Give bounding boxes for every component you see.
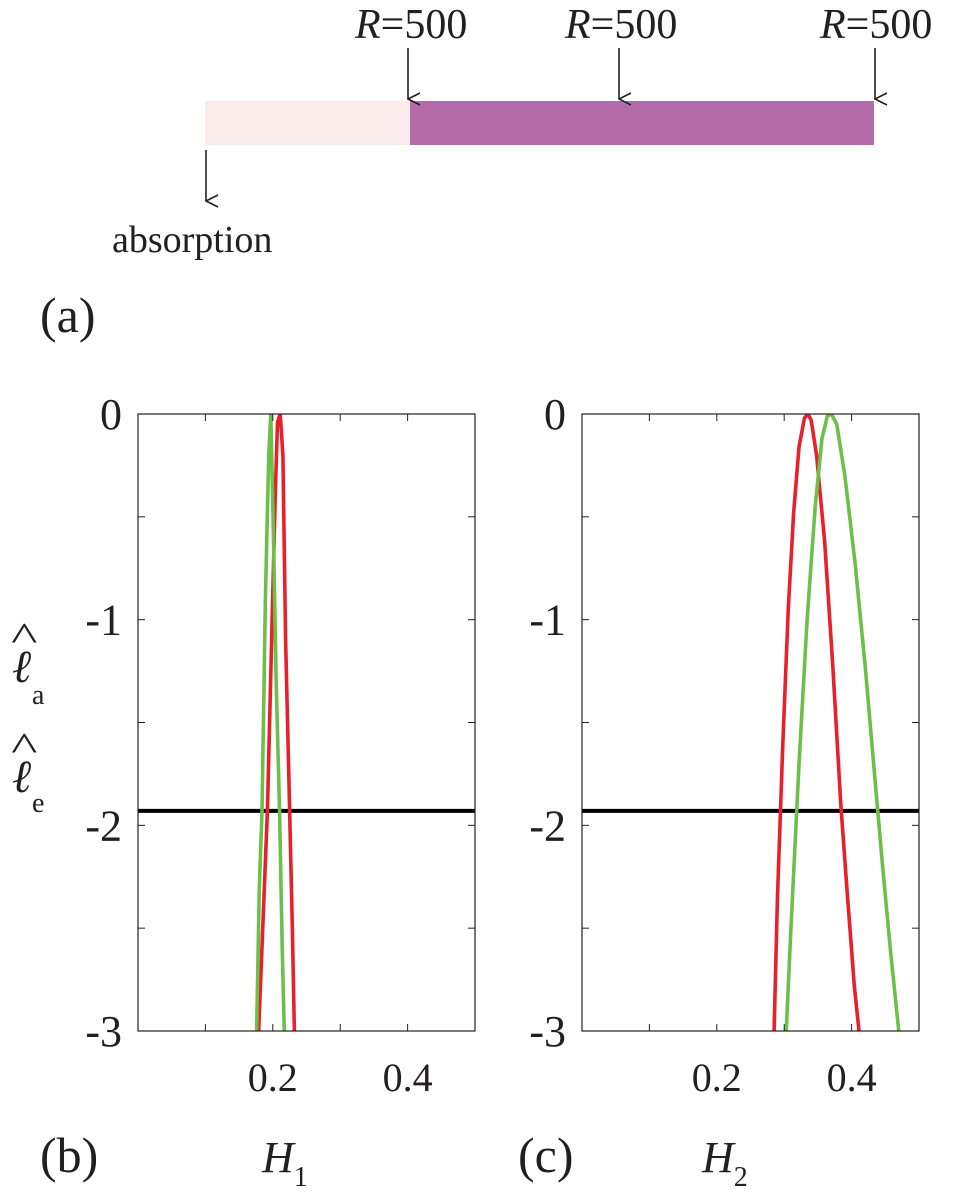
chart-b-panel-label: (b)	[40, 1127, 98, 1183]
chart-b: 0.2 0.4 0 -1 -2 -3 (b) H1	[40, 390, 476, 1193]
y-label-hat-e: ^	[11, 725, 37, 769]
chart-c-y-tick-label: 0	[544, 390, 566, 439]
chart-c-xlabel: H2	[701, 1133, 748, 1193]
r-label-3: R=500	[819, 2, 932, 48]
chart-c-plot-area	[582, 414, 919, 1031]
chart-b-series-1	[254, 414, 287, 1031]
chart-c-y-tick-label: -3	[529, 1007, 566, 1056]
chart-b-y-tick-label: -3	[85, 1007, 122, 1056]
y-label-sub-e: e	[32, 788, 44, 819]
y-axis-label: ^ ℓ a ^ ℓ e	[11, 615, 45, 819]
chart-b-y-tick-label: -2	[85, 801, 122, 850]
r-label-2: R=500	[564, 2, 677, 48]
chart-b-x-tick-label: 0.4	[383, 1055, 433, 1100]
y-label-ell-a: ℓ	[12, 641, 32, 692]
y-label-hat-a: ^	[11, 615, 37, 659]
panel-a-schematic: R=500 R=500 R=500 absorption (a)	[40, 2, 932, 343]
chart-b-x-tick-label: 0.2	[248, 1055, 298, 1100]
absorption-label: absorption	[112, 219, 272, 261]
chart-c-ticks: 0.2 0.4 0 -1 -2 -3	[529, 390, 919, 1100]
panel-a-label: (a)	[40, 287, 96, 343]
chart-b-xlabel: H1	[261, 1133, 308, 1193]
chart-b-frame	[137, 413, 476, 1032]
y-label-ell-e: ℓ	[12, 751, 32, 802]
y-label-sub-a: a	[32, 680, 45, 711]
chart-c-panel-label: (c)	[518, 1127, 574, 1183]
chart-c-x-tick-label: 0.4	[827, 1055, 877, 1100]
chart-b-series-0	[256, 414, 297, 1031]
chart-b-y-tick-label: -1	[85, 596, 122, 645]
chart-b-ticks: 0.2 0.4 0 -1 -2 -3	[85, 390, 475, 1100]
chart-b-y-tick-label: 0	[100, 390, 122, 439]
chart-c-series-0	[772, 414, 861, 1031]
chart-c: 0.2 0.4 0 -1 -2 -3 (c) H2	[518, 390, 920, 1193]
chart-c-series-1	[784, 414, 901, 1031]
chart-c-y-tick-label: -1	[529, 596, 566, 645]
absorption-region	[205, 101, 410, 145]
chart-c-x-tick-label: 0.2	[692, 1055, 742, 1100]
chart-c-y-tick-label: -2	[529, 801, 566, 850]
r-label-1: R=500	[354, 2, 467, 48]
chart-b-plot-area	[138, 414, 475, 1031]
medium-region	[410, 101, 874, 145]
